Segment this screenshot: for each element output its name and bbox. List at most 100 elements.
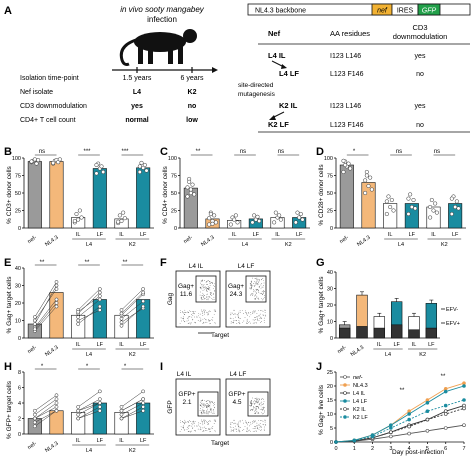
data-point	[32, 424, 37, 429]
flow-event	[207, 407, 208, 409]
flow-event	[203, 410, 204, 411]
flow-event	[255, 398, 257, 399]
flow-event	[253, 291, 254, 293]
flow-event	[212, 287, 214, 289]
flow-event	[254, 295, 256, 297]
flow-event	[251, 286, 252, 288]
flow-event	[255, 317, 256, 318]
flow-event	[236, 323, 238, 324]
flow-event	[262, 286, 264, 288]
flow-event	[188, 425, 190, 427]
flow-event	[246, 318, 248, 320]
flow-event	[199, 316, 201, 318]
pair-line	[34, 410, 57, 427]
data-point	[456, 206, 461, 211]
flow-event	[240, 421, 241, 423]
flow-event	[257, 316, 258, 318]
significance-h: * * *	[41, 364, 127, 370]
flow-event	[253, 283, 255, 284]
flow-event	[258, 280, 260, 282]
flow-event	[257, 298, 259, 300]
flow-event	[210, 408, 212, 410]
flow-event	[198, 422, 200, 424]
flow-event	[249, 284, 251, 286]
data-point	[295, 210, 300, 215]
construct-backbone-label: NL4.3 backbone	[255, 8, 306, 15]
data-point	[54, 405, 59, 409]
pair-line	[121, 294, 144, 316]
flow-event	[255, 282, 257, 284]
flow-event	[238, 428, 240, 430]
flow-event	[234, 313, 236, 314]
bar-efv-plus	[338, 327, 351, 339]
flow-event	[193, 313, 195, 315]
flow-event	[259, 403, 260, 405]
flow-event	[183, 313, 185, 315]
flow-f-plot-right	[225, 270, 271, 328]
flow-event	[199, 410, 201, 411]
flow-event	[185, 421, 187, 423]
table-row-k2lf-cd3: no	[416, 122, 424, 129]
panel-i-flow: L4 IL L4 LF GFP+ 2.1 GFP+ 4.5 GFP Target	[167, 371, 271, 447]
data-point	[428, 215, 433, 220]
flow-event	[184, 421, 186, 423]
flow-event	[208, 421, 210, 422]
flow-event	[183, 317, 184, 319]
flow-event	[250, 280, 252, 282]
flow-event	[208, 423, 210, 425]
flow-event	[261, 408, 263, 410]
pair-line	[121, 288, 144, 311]
flow-event	[206, 287, 208, 289]
flow-event	[208, 311, 210, 313]
flow-event	[198, 312, 200, 314]
flow-event	[264, 296, 265, 298]
flow-event	[201, 410, 203, 412]
flow-event	[253, 407, 255, 408]
flow-event	[213, 419, 215, 421]
data-point	[94, 162, 99, 168]
x-tick-label: LF	[97, 232, 104, 238]
data-point	[293, 220, 298, 225]
col2-cd4: low	[186, 117, 198, 124]
data-point	[139, 160, 144, 165]
data-point	[119, 412, 124, 417]
data-point	[187, 179, 192, 184]
flow-event	[259, 426, 261, 428]
flow-event	[183, 312, 185, 313]
flow-event	[253, 285, 255, 287]
flow-event	[194, 425, 195, 427]
y-tick-label: 25	[327, 370, 333, 376]
flow-event	[254, 282, 256, 284]
series-point	[462, 406, 466, 411]
table-row-l4il-nef: L4 IL	[268, 51, 286, 60]
flow-event	[255, 401, 257, 402]
data-point	[76, 309, 81, 314]
data-point	[252, 213, 257, 218]
flow-event	[214, 407, 215, 409]
flow-event	[186, 320, 188, 322]
flow-event	[201, 405, 203, 407]
ylabel-d: % CD28+ donor cells	[318, 164, 325, 226]
flow-event	[209, 428, 211, 430]
flow-event	[252, 319, 254, 321]
data-point	[232, 217, 237, 222]
y-tick-label: 5	[330, 426, 333, 432]
flow-event	[263, 408, 264, 410]
flow-event	[256, 289, 258, 290]
x-tick-label: nef-	[339, 235, 350, 245]
flow-event	[242, 419, 243, 421]
data-point	[141, 304, 146, 309]
flow-event	[207, 280, 208, 282]
flow-event	[253, 407, 254, 409]
group-label-k2: K2	[285, 242, 292, 248]
flow-event	[215, 311, 217, 312]
data-point	[76, 315, 81, 319]
flow-event	[209, 281, 210, 283]
flow-event	[213, 293, 214, 294]
flow-event	[202, 285, 204, 287]
data-point	[97, 290, 102, 295]
flow-event	[265, 424, 267, 426]
flow-event	[206, 413, 208, 415]
x-tick-label: nef-	[27, 345, 38, 355]
